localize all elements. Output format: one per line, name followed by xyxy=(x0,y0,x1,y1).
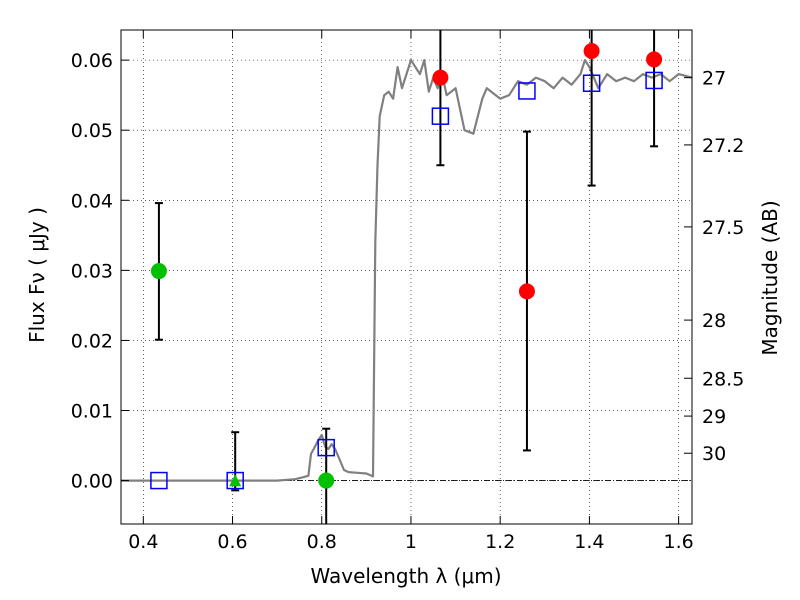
model-spectrum-line xyxy=(121,58,693,482)
right-tick-label: 27 xyxy=(702,68,726,90)
x-tick-label: 0.8 xyxy=(307,531,337,553)
right-axis-tick-labels: 27 27.2 27.5 28 28.5 29 30 xyxy=(702,68,744,466)
x-axis-label: Wavelength λ (μm) xyxy=(310,564,501,588)
data-point-circle xyxy=(318,472,335,489)
data-point-square xyxy=(431,107,450,125)
data-point-triangle xyxy=(229,474,242,487)
data-point-circle xyxy=(646,51,663,68)
y-tick-label: 0.05 xyxy=(71,120,113,142)
x-tick-label: 0.4 xyxy=(128,531,158,553)
y-tick-label: 0.06 xyxy=(71,50,113,72)
y-tick-labels: 0.00 0.01 0.02 0.03 0.04 0.05 0.06 xyxy=(71,50,113,492)
grid-lines xyxy=(121,30,692,524)
data-point-square xyxy=(226,471,244,490)
right-tick-label: 30 xyxy=(702,443,726,465)
data-point-square xyxy=(317,438,335,457)
y-tick-label: 0.01 xyxy=(71,400,113,422)
data-point-circle xyxy=(583,43,600,60)
model-spectrum-layer xyxy=(121,58,693,482)
y-tick-label: 0.00 xyxy=(71,471,113,493)
x-tick-label: 1.4 xyxy=(574,531,604,553)
data-point-square xyxy=(150,471,168,490)
x-tick-label: 0.6 xyxy=(217,531,247,553)
x-tick-label: 1 xyxy=(405,531,417,553)
plot-frame xyxy=(120,29,693,525)
data-point-square xyxy=(518,82,536,100)
y-tick-label: 0.04 xyxy=(71,190,113,212)
y-tick-label: 0.03 xyxy=(71,260,113,282)
error-bars xyxy=(154,30,659,524)
right-tick-label: 27.5 xyxy=(702,217,744,239)
axis-ticks xyxy=(121,30,692,524)
right-axis-label: Magnitude (AB) xyxy=(758,200,782,355)
right-tick-label: 28 xyxy=(702,310,726,332)
right-tick-label: 28.5 xyxy=(702,368,744,390)
data-point-circle xyxy=(432,69,449,86)
right-tick-label: 29 xyxy=(702,406,726,428)
data-point-circle xyxy=(518,283,535,300)
right-tick-label: 27.2 xyxy=(702,135,744,157)
y-axis-label: Flux Fν ( μJy ) xyxy=(25,207,49,343)
x-tick-labels: 0.4 0.6 0.8 1 1.2 1.4 1.6 xyxy=(128,531,694,553)
data-markers xyxy=(150,43,663,490)
x-tick-label: 1.6 xyxy=(664,531,694,553)
data-point-circle xyxy=(150,263,167,280)
x-tick-label: 1.2 xyxy=(485,531,515,553)
data-point-square xyxy=(645,71,663,90)
y-tick-label: 0.02 xyxy=(71,330,113,352)
data-point-square xyxy=(582,74,601,93)
